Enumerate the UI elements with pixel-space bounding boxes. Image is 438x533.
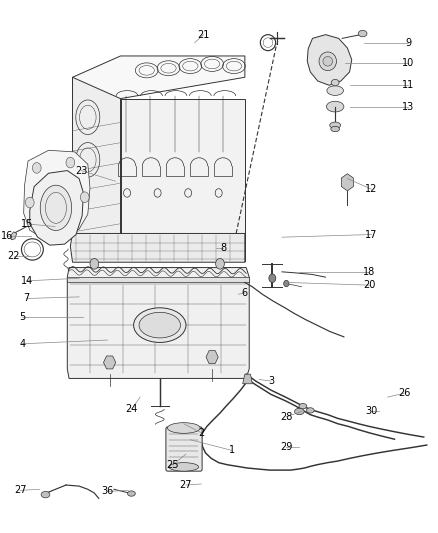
Text: 18: 18 [362,267,374,277]
Ellipse shape [167,423,200,433]
Polygon shape [242,374,252,384]
Polygon shape [120,99,244,261]
Text: 30: 30 [364,407,377,416]
Text: 5: 5 [19,312,25,322]
Text: 22: 22 [7,251,20,261]
Text: 29: 29 [279,442,292,451]
Text: 26: 26 [397,389,410,398]
Circle shape [80,192,89,203]
Circle shape [268,274,275,282]
Circle shape [283,280,288,287]
Ellipse shape [169,463,198,471]
Text: 28: 28 [279,412,292,422]
Ellipse shape [357,30,366,37]
Text: 23: 23 [75,166,87,175]
Text: 20: 20 [362,280,374,290]
Text: 17: 17 [364,230,377,239]
Ellipse shape [139,312,180,338]
Text: 14: 14 [21,276,33,286]
Ellipse shape [40,185,71,231]
Text: 2: 2 [198,428,204,438]
Text: 4: 4 [19,339,25,349]
Ellipse shape [298,403,306,409]
Text: 36: 36 [101,487,113,496]
Ellipse shape [41,491,50,498]
Text: 27: 27 [179,480,192,490]
Polygon shape [70,233,244,262]
Ellipse shape [306,408,314,413]
Polygon shape [72,56,244,99]
Text: 15: 15 [21,219,33,229]
Text: 16: 16 [1,231,13,240]
Text: 25: 25 [166,460,179,470]
Circle shape [25,197,34,208]
Polygon shape [341,174,353,191]
Circle shape [32,163,41,173]
Text: 21: 21 [197,30,209,39]
Polygon shape [205,351,218,364]
Text: 1: 1 [228,446,234,455]
Circle shape [215,259,224,269]
FancyBboxPatch shape [166,427,201,471]
Text: 9: 9 [404,38,410,47]
Polygon shape [24,150,90,239]
Text: 12: 12 [364,184,377,194]
Polygon shape [103,356,116,369]
Ellipse shape [133,308,186,342]
Text: 24: 24 [125,405,137,414]
Text: 7: 7 [24,294,30,303]
Ellipse shape [322,56,332,66]
Ellipse shape [318,52,336,70]
Ellipse shape [127,491,135,496]
Polygon shape [67,277,249,282]
Circle shape [90,259,99,269]
Ellipse shape [329,122,340,128]
Ellipse shape [331,79,338,86]
Polygon shape [307,35,351,85]
Text: 27: 27 [14,486,26,495]
Text: 11: 11 [401,80,413,90]
Ellipse shape [326,86,343,95]
Text: 6: 6 [241,288,247,298]
Polygon shape [30,171,83,245]
Text: 8: 8 [219,243,226,253]
Polygon shape [72,77,120,261]
Text: 13: 13 [401,102,413,111]
Ellipse shape [326,101,343,112]
Ellipse shape [330,126,339,132]
Polygon shape [11,232,17,240]
Text: 3: 3 [267,376,273,386]
Polygon shape [67,268,249,378]
Ellipse shape [294,408,304,415]
Text: 10: 10 [401,58,413,68]
Circle shape [66,157,74,168]
